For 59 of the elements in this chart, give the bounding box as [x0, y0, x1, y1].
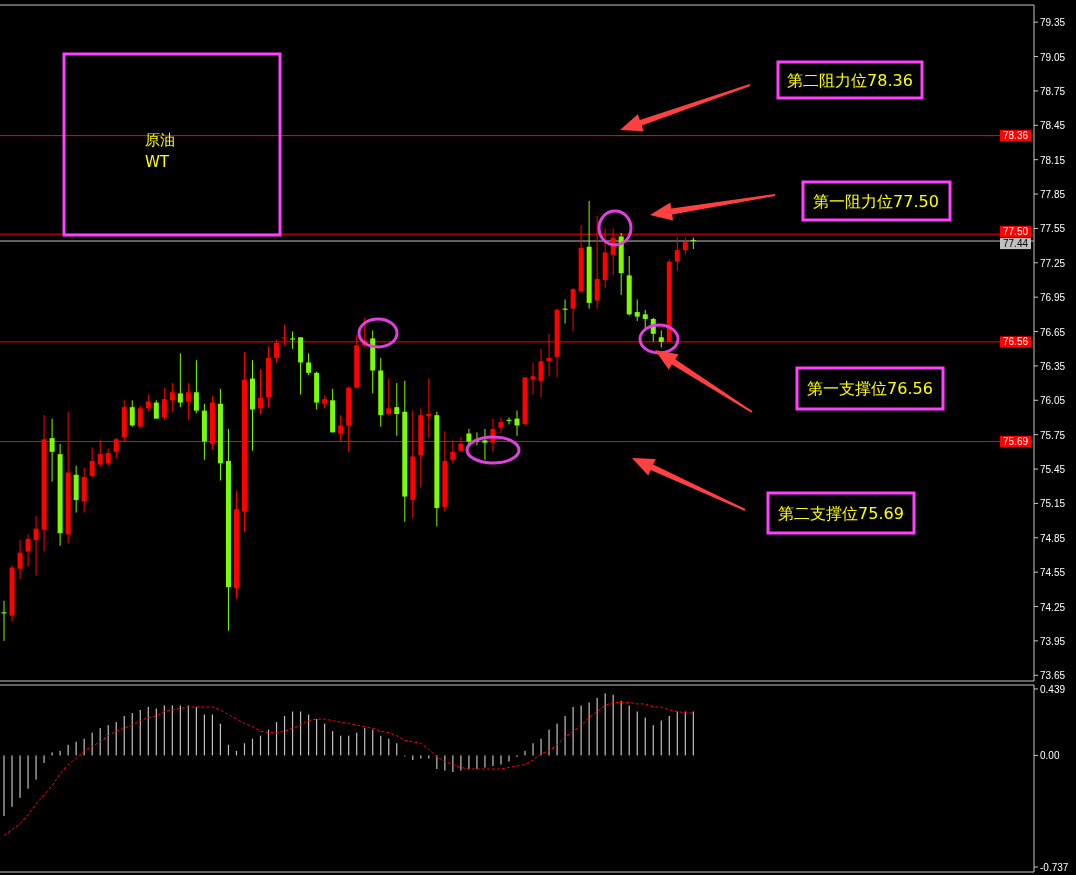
candlestick	[89, 446, 95, 478]
y-tick-label: 75.15	[1040, 498, 1066, 510]
candlestick	[137, 405, 143, 428]
candlestick	[394, 382, 400, 437]
annotation: 原油	[145, 131, 175, 149]
annotation: WT	[145, 153, 170, 171]
y-tick-label: 77.55	[1040, 223, 1066, 235]
ref-line-label: 77.50	[1002, 226, 1029, 238]
y-tick-label: 77.25	[1040, 257, 1066, 269]
y-tick-label: 76.95	[1040, 292, 1066, 304]
candlestick	[538, 348, 544, 398]
candlestick	[498, 416, 504, 435]
candlestick	[530, 361, 536, 396]
y-tick-label: 79.35	[1040, 17, 1066, 29]
y-tick-label: 74.55	[1040, 567, 1066, 579]
y-tick-label: 78.75	[1040, 85, 1066, 97]
ref-line-label: 75.69	[1002, 436, 1029, 448]
y-tick-label: 73.95	[1040, 635, 1066, 647]
y-tick-label: 73.65	[1040, 670, 1066, 682]
y-tick-label: -0.737	[1040, 862, 1069, 873]
y-tick-label: 79.05	[1040, 51, 1066, 63]
candlestick	[177, 352, 183, 408]
candlestick	[153, 399, 159, 420]
line-series	[3, 701, 694, 837]
y-tick-label: 0.439	[1040, 683, 1066, 695]
candlestick	[169, 382, 175, 413]
y-tick-label: 76.35	[1040, 360, 1066, 372]
y-tick-label: 0.00	[1040, 750, 1060, 762]
candlestick	[25, 533, 31, 567]
ref-line-label: 76.56	[1002, 336, 1029, 348]
candlestick	[193, 359, 199, 414]
y-tick-label: 77.85	[1040, 189, 1066, 201]
candlestick	[33, 515, 39, 577]
y-tick-label: 76.05	[1040, 395, 1066, 407]
y-tick-label: 74.25	[1040, 601, 1066, 613]
candlestick	[49, 418, 55, 483]
y-tick-label: 76.65	[1040, 326, 1066, 338]
y-tick-label: 78.45	[1040, 120, 1066, 132]
candlestick	[570, 287, 576, 333]
candlestick	[426, 378, 432, 439]
ref-line-label: 77.44	[1002, 238, 1029, 250]
candlestick	[161, 387, 167, 421]
y-tick-label: 75.45	[1040, 464, 1066, 476]
candlestick	[258, 368, 263, 415]
candlestick	[17, 539, 23, 580]
y-tick-label: 78.15	[1040, 154, 1066, 166]
annotation: 第一阻力位77.50	[813, 192, 939, 211]
candlestick	[482, 428, 488, 461]
annotation: 第二阻力位78.36	[787, 71, 913, 90]
y-tick-label: 75.75	[1040, 429, 1066, 441]
candlestick	[634, 298, 640, 322]
candlestick	[185, 382, 191, 421]
candlestick	[386, 378, 392, 416]
candlestick	[306, 352, 312, 376]
y-tick-label: 74.85	[1040, 532, 1066, 544]
annotation: 第一支撑位76.56	[807, 379, 933, 398]
ref-line-label: 78.36	[1002, 130, 1029, 142]
annotation: 第二支撑位75.69	[778, 504, 904, 523]
candlestick	[129, 399, 135, 428]
